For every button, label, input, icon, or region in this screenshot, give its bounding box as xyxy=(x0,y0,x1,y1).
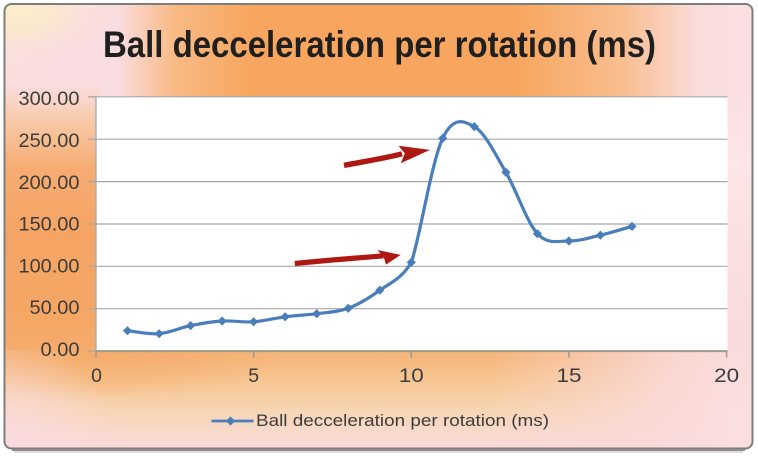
svg-text:5: 5 xyxy=(248,365,259,387)
svg-text:0: 0 xyxy=(91,365,102,387)
svg-text:200.00: 200.00 xyxy=(19,173,80,194)
svg-text:100.00: 100.00 xyxy=(19,256,80,277)
svg-text:15: 15 xyxy=(557,365,582,387)
svg-text:50.00: 50.00 xyxy=(30,298,80,319)
svg-text:Ball decceleration per rotatio: Ball decceleration per rotation (ms) xyxy=(256,411,549,430)
svg-text:300.00: 300.00 xyxy=(19,89,80,110)
svg-text:150.00: 150.00 xyxy=(19,215,80,236)
svg-text:0.00: 0.00 xyxy=(41,340,80,361)
svg-text:250.00: 250.00 xyxy=(19,131,80,152)
svg-text:20: 20 xyxy=(714,365,739,387)
svg-text:Ball decceleration per rotatio: Ball decceleration per rotation (ms) xyxy=(103,24,656,65)
svg-text:10: 10 xyxy=(399,365,424,387)
